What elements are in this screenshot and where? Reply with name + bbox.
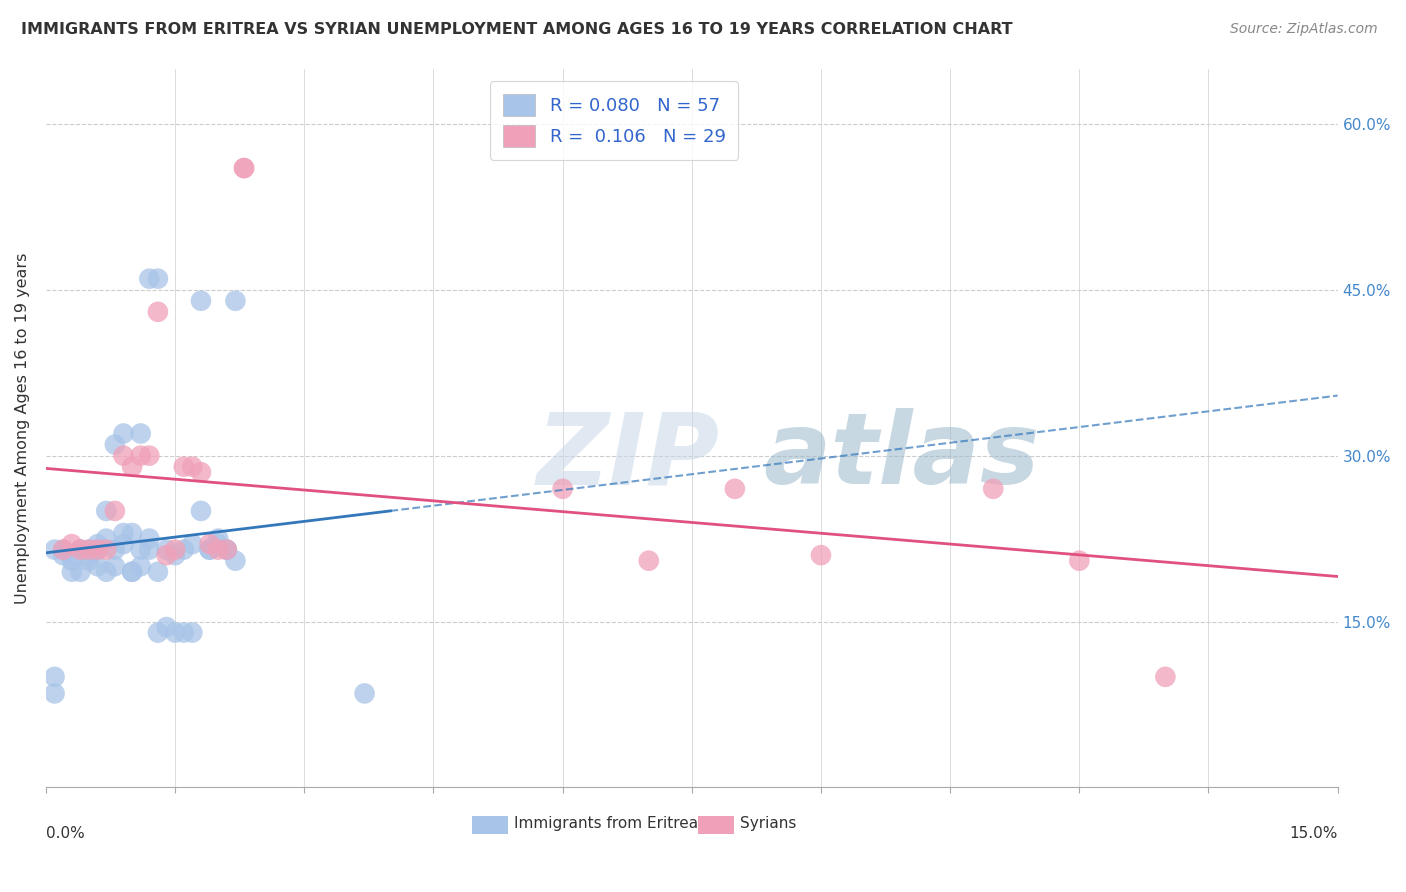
Point xyxy=(96,542,118,557)
Text: Syrians: Syrians xyxy=(740,816,796,830)
Y-axis label: Unemployment Among Ages 16 to 19 years: Unemployment Among Ages 16 to 19 years xyxy=(15,252,30,604)
Point xyxy=(96,532,118,546)
Point xyxy=(233,161,256,175)
Point xyxy=(112,526,135,541)
Legend: R = 0.080   N = 57, R =  0.106   N = 29: R = 0.080 N = 57, R = 0.106 N = 29 xyxy=(491,81,738,160)
Point xyxy=(190,504,212,518)
Point xyxy=(60,565,83,579)
Point xyxy=(215,542,238,557)
Point xyxy=(69,542,91,557)
Point xyxy=(112,537,135,551)
Point xyxy=(104,437,127,451)
Point xyxy=(86,537,108,551)
Point xyxy=(138,532,160,546)
Point xyxy=(52,542,75,557)
Point xyxy=(96,565,118,579)
Point xyxy=(129,426,152,441)
Point xyxy=(181,537,204,551)
Point xyxy=(44,542,66,557)
Point xyxy=(165,625,187,640)
Point xyxy=(724,482,747,496)
Point xyxy=(69,542,91,557)
Point xyxy=(173,542,195,557)
Point xyxy=(155,548,177,562)
Point xyxy=(44,670,66,684)
Point xyxy=(52,542,75,557)
Point xyxy=(104,559,127,574)
Point xyxy=(146,565,169,579)
Point xyxy=(138,271,160,285)
Point xyxy=(129,559,152,574)
Bar xyxy=(699,816,734,834)
Point xyxy=(155,620,177,634)
Point xyxy=(44,686,66,700)
Point xyxy=(77,542,100,557)
Point xyxy=(60,537,83,551)
Point xyxy=(215,542,238,557)
Point xyxy=(60,548,83,562)
Point xyxy=(207,537,229,551)
Point xyxy=(121,526,143,541)
Text: Immigrants from Eritrea: Immigrants from Eritrea xyxy=(513,816,697,830)
Point xyxy=(1154,670,1177,684)
Point xyxy=(173,625,195,640)
Point xyxy=(112,449,135,463)
Point xyxy=(146,305,169,319)
Point xyxy=(181,459,204,474)
Point xyxy=(121,565,143,579)
Point xyxy=(138,449,160,463)
Point xyxy=(112,426,135,441)
Point xyxy=(77,542,100,557)
Point xyxy=(146,625,169,640)
Point xyxy=(86,559,108,574)
Point xyxy=(165,542,187,557)
Point xyxy=(215,542,238,557)
Point xyxy=(69,542,91,557)
Point xyxy=(224,554,246,568)
Point xyxy=(233,161,256,175)
Point xyxy=(129,542,152,557)
Point xyxy=(207,532,229,546)
Point xyxy=(69,565,91,579)
Point xyxy=(198,537,221,551)
Text: 0.0%: 0.0% xyxy=(46,826,84,841)
Point xyxy=(104,542,127,557)
Point xyxy=(165,548,187,562)
Point xyxy=(173,459,195,474)
Text: Source: ZipAtlas.com: Source: ZipAtlas.com xyxy=(1230,22,1378,37)
Point xyxy=(138,542,160,557)
Point xyxy=(181,625,204,640)
Text: IMMIGRANTS FROM ERITREA VS SYRIAN UNEMPLOYMENT AMONG AGES 16 TO 19 YEARS CORRELA: IMMIGRANTS FROM ERITREA VS SYRIAN UNEMPL… xyxy=(21,22,1012,37)
Point xyxy=(224,293,246,308)
Text: ZIP: ZIP xyxy=(537,409,720,505)
Point xyxy=(121,459,143,474)
Point xyxy=(60,554,83,568)
Point xyxy=(121,565,143,579)
Point xyxy=(129,449,152,463)
Bar xyxy=(472,816,509,834)
Point xyxy=(198,542,221,557)
Point xyxy=(353,686,375,700)
Point xyxy=(104,504,127,518)
Point xyxy=(207,542,229,557)
Point xyxy=(190,465,212,479)
Text: 15.0%: 15.0% xyxy=(1289,826,1337,841)
Point xyxy=(96,504,118,518)
Point xyxy=(551,482,574,496)
Point xyxy=(810,548,832,562)
Point xyxy=(77,548,100,562)
Point xyxy=(52,548,75,562)
Point xyxy=(198,542,221,557)
Point xyxy=(1069,554,1091,568)
Point xyxy=(86,542,108,557)
Text: atlas: atlas xyxy=(763,409,1039,505)
Point xyxy=(77,554,100,568)
Point xyxy=(190,293,212,308)
Point xyxy=(981,482,1004,496)
Point xyxy=(146,271,169,285)
Point xyxy=(86,542,108,557)
Point xyxy=(637,554,659,568)
Point xyxy=(155,542,177,557)
